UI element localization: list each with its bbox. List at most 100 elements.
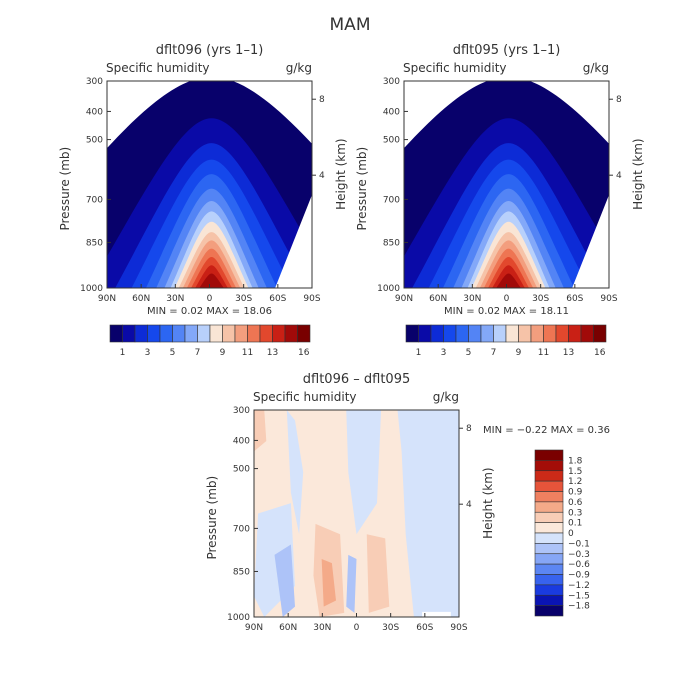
y-axis-label-right: Height (km)	[481, 467, 495, 538]
y-tick-label: 500	[383, 136, 400, 146]
colorbar-swatch	[480, 324, 494, 343]
colorbar-label: 16	[298, 348, 310, 358]
terrain-mask	[275, 194, 312, 288]
x-tick-label: 0	[504, 294, 510, 304]
colorbar-swatch	[518, 324, 532, 343]
diff-region-10	[254, 410, 267, 452]
colorbar-label: 1.2	[568, 477, 582, 487]
panel-subtitle-left: Specific humidity	[253, 390, 357, 404]
colorbar-swatch	[443, 324, 457, 343]
y-tick-label: 1000	[227, 613, 250, 623]
x-tick-label: 60S	[269, 294, 286, 304]
panel-title: dflt095 (yrs 1–1)	[453, 43, 561, 58]
plot-area	[404, 81, 609, 288]
diff-region-4	[397, 410, 459, 617]
x-tick-label: 0	[354, 623, 360, 633]
y-tick-label: 850	[233, 567, 250, 577]
terrain-mask	[572, 194, 609, 288]
colorbar-swatch	[505, 324, 519, 343]
min-max-stats: MIN = 0.02 MAX = 18.06	[147, 306, 272, 317]
colorbar-label: −1.5	[568, 591, 590, 601]
y-axis-label-right: Height (km)	[631, 138, 645, 209]
plot-area	[107, 81, 312, 288]
colorbar-swatch	[534, 522, 564, 534]
diff-region-5	[274, 544, 295, 617]
x-tick-label: 60N	[132, 294, 150, 304]
colorbar-label: −0.3	[568, 550, 590, 560]
diff-region-11	[422, 611, 451, 617]
colorbar-swatch	[534, 574, 564, 586]
colorbar-label: 5	[170, 348, 176, 358]
colorbar-swatch	[234, 324, 248, 343]
colorbar-swatch	[555, 324, 569, 343]
colorbar-label: 5	[466, 348, 472, 358]
y-tick-label: 700	[383, 195, 400, 205]
x-tick-label: 90S	[303, 294, 320, 304]
colorbar-swatch	[543, 324, 557, 343]
y-tick-label: 850	[383, 238, 400, 248]
y-tick-label: 500	[233, 465, 250, 475]
panel-subtitle-left: Specific humidity	[403, 61, 507, 75]
diff-region-8	[366, 534, 390, 613]
colorbar-swatch	[197, 324, 211, 343]
x-tick-label: 60S	[566, 294, 583, 304]
colorbar-label: 7	[491, 348, 497, 358]
colorbar-swatch	[534, 460, 564, 472]
diff-region-6	[346, 554, 357, 613]
x-tick-label: 30N	[463, 294, 481, 304]
colorbar: 1 3 5 7 9 11 13 16	[109, 324, 311, 358]
colorbar-swatch	[455, 324, 469, 343]
panel-subtitle-right: g/kg	[583, 61, 609, 75]
height-tick-label: 4	[466, 500, 472, 510]
colorbar-swatch	[534, 563, 564, 575]
colorbar-swatch	[534, 511, 564, 523]
x-tick-label: 60N	[429, 294, 447, 304]
x-tick-label: 90N	[245, 623, 263, 633]
height-tick-label: 8	[466, 424, 472, 434]
y-tick-label: 300	[233, 406, 250, 416]
colorbar-label: 3	[145, 348, 151, 358]
x-tick-label: 30N	[313, 623, 331, 633]
x-tick-label: 0	[207, 294, 213, 304]
y-tick-label: 400	[233, 436, 250, 446]
colorbar-swatch	[259, 324, 273, 343]
y-axis-label-right: Height (km)	[334, 138, 348, 209]
colorbar-label: 1	[120, 348, 126, 358]
colorbar-swatch	[122, 324, 136, 343]
colorbar: 1.81.51.20.90.60.30.10−0.1−0.3−0.6−0.9−1…	[534, 449, 590, 617]
colorbar: 1 3 5 7 9 11 13 16	[405, 324, 607, 358]
x-tick-label: 30S	[235, 294, 252, 304]
colorbar-swatch	[534, 449, 564, 461]
colorbar-swatch	[284, 324, 298, 343]
colorbar-swatch	[534, 605, 564, 617]
height-tick-label: 4	[616, 171, 622, 181]
humidity-level-15	[199, 273, 224, 288]
y-tick-label: 1000	[377, 284, 400, 294]
colorbar-swatch	[468, 324, 482, 343]
colorbar-swatch	[580, 324, 594, 343]
x-tick-label: 30S	[532, 294, 549, 304]
colorbar-label: −1.2	[568, 581, 590, 591]
colorbar-swatch	[534, 491, 564, 503]
colorbar-label: 9	[516, 348, 522, 358]
x-tick-label: 30S	[382, 623, 399, 633]
colorbar-swatch	[247, 324, 261, 343]
x-tick-label: 90S	[450, 623, 467, 633]
colorbar-label: 7	[195, 348, 201, 358]
panel-subtitle-left: Specific humidity	[106, 61, 210, 75]
x-tick-label: 90N	[98, 294, 116, 304]
colorbar-swatch	[405, 324, 419, 343]
colorbar-swatch	[568, 324, 582, 343]
colorbar-label: 1.5	[568, 467, 582, 477]
colorbar-swatch	[184, 324, 198, 343]
y-tick-label: 1000	[80, 284, 103, 294]
colorbar-swatch	[530, 324, 544, 343]
panel-title: dflt096 – dflt095	[303, 372, 410, 387]
y-tick-label: 400	[86, 107, 103, 117]
height-tick-label: 4	[319, 171, 325, 181]
colorbar-swatch	[534, 480, 564, 492]
height-tick-label: 8	[319, 95, 325, 105]
colorbar-swatch	[534, 553, 564, 565]
colorbar-label: 13	[563, 348, 574, 358]
colorbar-label: 1.8	[568, 456, 583, 466]
